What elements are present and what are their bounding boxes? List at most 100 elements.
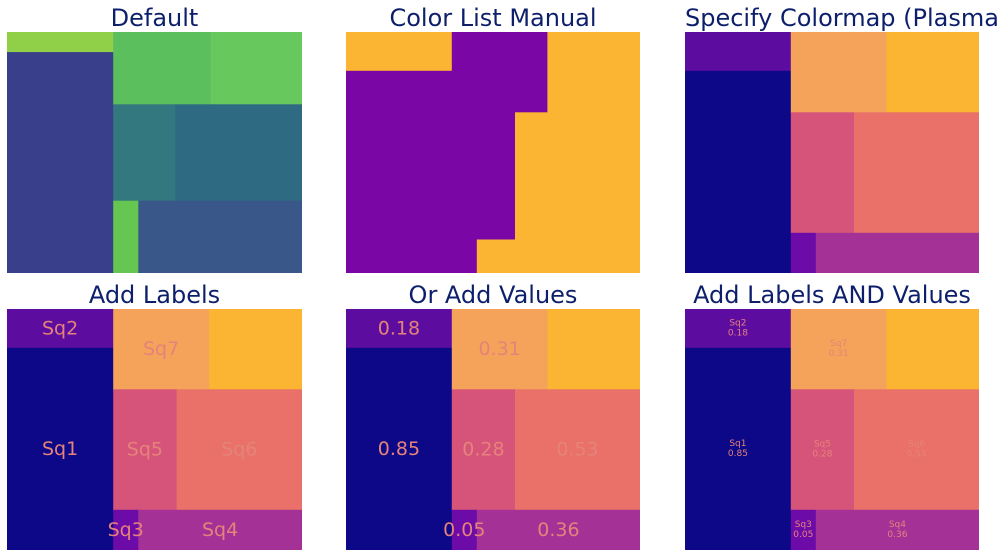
treemap-square: [790, 232, 817, 273]
treemap-square-text: Sq3: [108, 519, 144, 541]
treemap-square: [476, 239, 640, 273]
treemap-square: [790, 32, 887, 113]
treemap-label-text: Sq7: [143, 338, 179, 360]
treemap-square: [886, 309, 979, 390]
treemap-square: [7, 32, 114, 53]
treemap-square: [346, 70, 453, 273]
treemap-value-text: 0.36: [537, 519, 579, 541]
treemap-plot-color-list-manual: [346, 32, 640, 273]
treemap-label-text: Sq2: [729, 319, 746, 329]
panel-title: Default: [110, 4, 199, 32]
treemap-square: [815, 509, 979, 550]
treemap-panel-color-list-manual: Color List Manual: [346, 0, 640, 275]
treemap-square: [113, 509, 139, 550]
treemap-value-text: 0.85: [378, 438, 420, 460]
treemap-square: [113, 104, 176, 202]
treemap-value-text: 0.85: [728, 449, 748, 459]
treemap-square: [138, 509, 302, 550]
treemap-square: [176, 389, 302, 511]
treemap-square: [515, 112, 640, 241]
treemap-square: [790, 309, 887, 390]
treemap-square: [113, 309, 210, 390]
treemap-square: [113, 200, 139, 273]
treemap-plot-add-values: 0.18 0.85 0.31 0.28 0.53 0.05 0.36: [346, 309, 640, 550]
treemap-label-text: Sq6: [221, 439, 257, 461]
treemap-value-text: 0.05: [793, 530, 813, 540]
treemap-value-text: 0.18: [728, 328, 748, 338]
treemap-square-text: Sq6 0.53: [906, 440, 926, 460]
treemap-value-text: 0.28: [462, 439, 504, 461]
treemap-square-text: Sq3 0.05: [793, 520, 813, 540]
treemap-value-text: 0.18: [378, 317, 420, 339]
treemap-square: [854, 112, 979, 234]
treemap-square: [7, 347, 114, 550]
treemap-square-text: Sq4: [202, 519, 238, 541]
treemap-panel-labels-and-values: Add Labels AND Values Sq2 0.18 Sq1 0.85 Sq7 0…: [685, 278, 979, 552]
treemap-label-text: Sq6: [908, 440, 925, 450]
treemap-square: [451, 309, 548, 390]
treemap-square: [685, 347, 792, 550]
treemap-square-text: 0.28: [462, 439, 504, 461]
treemap-label-text: Sq1: [42, 438, 78, 460]
treemap-square: [7, 52, 114, 273]
treemap-panel-plasma: Specify Colormap (Plasma): [685, 0, 1000, 275]
treemap-square: [113, 32, 212, 105]
treemap-square: [210, 32, 302, 105]
treemap-square-text: Sq7: [143, 338, 179, 360]
treemap-square-text: Sq5 0.28: [812, 440, 832, 460]
treemap-label-text: Sq4: [202, 519, 238, 541]
treemap-square: [685, 32, 792, 72]
treemap-value-text: 0.28: [812, 450, 832, 460]
treemap-square: [138, 200, 302, 273]
treemap-square: [476, 509, 640, 550]
treemap-plot-default: [7, 32, 302, 273]
treemap-value-text: 0.31: [829, 349, 849, 359]
treemap-panel-add-values: Or Add Values 0.18 0.85 0.31 0.28 0.53 0.05 0.…: [346, 278, 640, 552]
treemap-square: [346, 32, 453, 72]
treemap-square-text: Sq6: [221, 439, 257, 461]
treemap-value-text: 0.53: [906, 450, 926, 460]
treemap-square-text: 0.18: [378, 317, 420, 339]
treemap-label-text: Sq4: [889, 520, 906, 530]
treemap-value-text: 0.05: [443, 519, 485, 541]
treemap-value-text: 0.31: [478, 338, 520, 360]
treemap-square: [790, 389, 855, 511]
treemap-square: [451, 32, 548, 113]
treemap-square: [209, 309, 302, 390]
treemap-value-text: 0.36: [887, 530, 907, 540]
treemap-square: [790, 112, 855, 234]
treemap-label-text: Sq2: [42, 317, 78, 339]
treemap-plot-add-labels: Sq2 Sq1 Sq7 Sq5 Sq6 Sq3 Sq4: [7, 309, 302, 550]
treemap-square: [854, 389, 979, 511]
treemap-panel-default: Default: [7, 0, 302, 275]
treemap-label-text: Sq3: [108, 519, 144, 541]
treemap-square: [886, 32, 979, 113]
treemap-square: [451, 509, 478, 550]
treemap-square: [451, 112, 516, 241]
treemap-label-text: Sq3: [795, 520, 812, 530]
treemap-square-text: Sq4 0.36: [887, 520, 907, 540]
treemap-square: [7, 309, 114, 349]
treemap-square-text: 0.53: [556, 439, 598, 461]
panel-title: Color List Manual: [389, 4, 597, 32]
treemap-square-text: Sq1: [42, 438, 78, 460]
treemap-square: [790, 509, 817, 550]
treemap-square: [547, 309, 640, 390]
treemap-label-text: Sq7: [830, 339, 847, 349]
treemap-label-text: Sq5: [814, 440, 831, 450]
treemap-square-text: Sq7 0.31: [829, 339, 849, 359]
treemap-square: [451, 239, 478, 273]
treemap-square: [547, 32, 640, 113]
panel-title: Add Labels AND Values: [693, 281, 971, 309]
treemap-square: [346, 347, 453, 550]
treemap-square-text: 0.36: [537, 519, 579, 541]
treemap-square: [515, 389, 640, 511]
treemap-square-text: Sq1 0.85: [728, 439, 748, 459]
treemap-square: [815, 232, 979, 273]
treemap-square-text: 0.85: [378, 438, 420, 460]
treemap-square: [685, 70, 792, 273]
treemap-panel-add-labels: Add Labels Sq2 Sq1 Sq7 Sq5 Sq6 Sq3 Sq4: [7, 278, 302, 552]
treemap-square: [451, 389, 516, 511]
treemap-label-text: Sq5: [127, 439, 163, 461]
